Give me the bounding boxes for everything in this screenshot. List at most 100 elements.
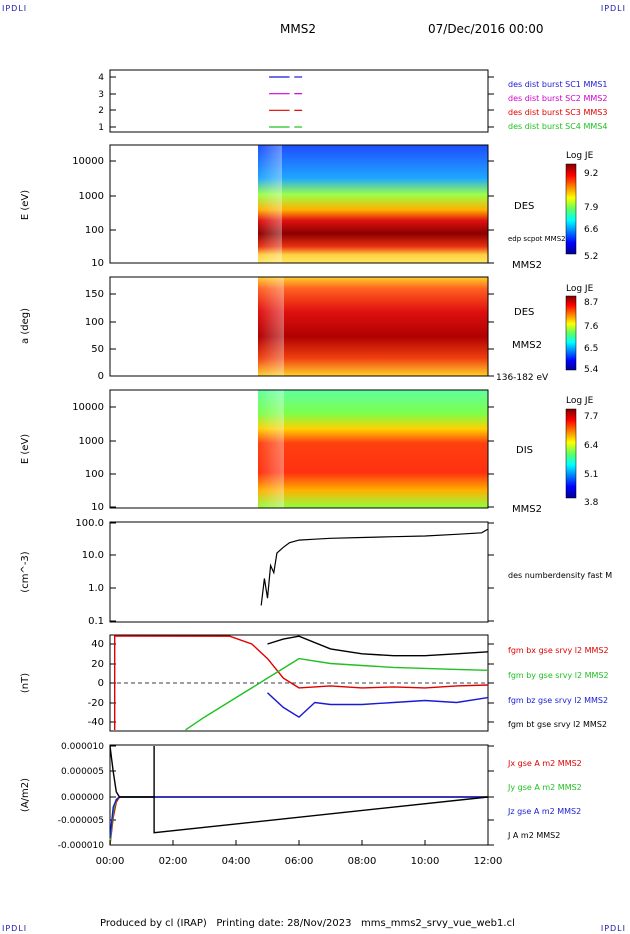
current-legend-j: J A m2 MMS2 bbox=[507, 831, 560, 840]
des-pa-ytick-label: 50 bbox=[91, 344, 104, 355]
corner-label-bottom-left: IPDLI bbox=[2, 924, 28, 933]
time-axis: 00:00 02:00 04:00 06:00 08:00 10:00 12:00 bbox=[96, 840, 502, 867]
corner-label-bottom-right: IPDLI bbox=[600, 924, 626, 933]
des-energy-cbar-tick-max: 9.2 bbox=[584, 169, 598, 179]
des-energy-colorbar: Log JE 9.2 7.9 6.6 5.2 bbox=[565, 151, 599, 262]
des-pa-cbar-tick-2: 7.6 bbox=[584, 322, 599, 332]
des-pa-ylabel: a (deg) bbox=[20, 308, 31, 344]
current-series-line bbox=[109, 796, 488, 838]
fgm-legend-bx: fgm bx gse srvy l2 MMS2 bbox=[508, 646, 609, 655]
des-energy-label: DES bbox=[514, 201, 534, 212]
panel-des-energy: E (eV) DES edp scpot MMS2 MMS2 10000 1000… bbox=[20, 144, 599, 271]
panel-burst-frame bbox=[109, 69, 489, 133]
burst-legend-1: des dist burst SC1 MMS1 bbox=[508, 80, 607, 89]
plot-datetime: 07/Dec/2016 00:00 bbox=[428, 22, 544, 36]
fgm-series-line bbox=[114, 635, 489, 730]
fgm-ytick-label: -40 bbox=[88, 717, 104, 728]
dis-energy-ytick-label: 100 bbox=[85, 469, 104, 480]
des-energy-ytick-label: 10 bbox=[91, 258, 104, 269]
panel-burst: 4 3 2 1 des dist burst SC1 MMS1 des dist bu… bbox=[98, 69, 607, 133]
dis-energy-cbar-title: Log JE bbox=[566, 396, 594, 406]
density-ytick-label: 10.0 bbox=[82, 550, 104, 561]
fgm-ylabel: (nT) bbox=[20, 673, 31, 693]
des-pa-cbar-scale bbox=[565, 295, 577, 371]
des-pa-sc-label: MMS2 bbox=[512, 340, 542, 351]
panel-des-pa-frame bbox=[109, 276, 489, 377]
dis-energy-cbar-tick-min: 3.8 bbox=[584, 498, 599, 508]
panel-dis-energy-frame bbox=[109, 389, 489, 509]
panel-dis-energy: E (eV) DIS MMS2 10000 1000 100 10 Log JE 7.… bbox=[20, 389, 599, 515]
time-axis-tick-label: 04:00 bbox=[222, 856, 251, 867]
des-pa-cbar-tick-min: 5.4 bbox=[584, 365, 599, 375]
des-energy-cbar-title: Log JE bbox=[566, 151, 594, 161]
panel-density-frame bbox=[109, 521, 489, 623]
fgm-ytick-label: 0 bbox=[98, 678, 104, 689]
des-pa-colorbar: Log JE 8.7 7.6 6.5 5.4 bbox=[565, 284, 599, 375]
current-legend-jy: Jy gse A m2 MMS2 bbox=[507, 783, 582, 792]
dis-energy-ylabel: E (eV) bbox=[20, 434, 31, 464]
des-pa-spectrogram bbox=[258, 277, 488, 376]
corner-label-top-left: IPDLI bbox=[2, 4, 28, 13]
des-pa-ytick-label: 150 bbox=[85, 289, 104, 300]
des-energy-ytick-label: 1000 bbox=[79, 191, 104, 202]
density-ytick-label: 0.1 bbox=[88, 616, 104, 627]
current-series-line bbox=[109, 796, 488, 843]
dis-energy-spectrogram bbox=[258, 390, 488, 508]
dis-energy-label: DIS bbox=[516, 445, 533, 456]
dis-energy-cbar-tick-3: 5.1 bbox=[584, 470, 598, 480]
fgm-ytick-label: 20 bbox=[91, 659, 104, 670]
current-legend-jx: Jx gse A m2 MMS2 bbox=[507, 759, 582, 768]
fgm-ytick-label: 40 bbox=[91, 639, 104, 650]
fgm-series-line bbox=[267, 635, 489, 657]
burst-legend-2: des dist burst SC2 MMS2 bbox=[508, 94, 607, 103]
burst-ytick-label: 1 bbox=[98, 123, 104, 133]
dis-energy-colorbar: Log JE 7.7 6.4 5.1 3.8 bbox=[565, 396, 599, 508]
time-axis-tick-label: 08:00 bbox=[348, 856, 377, 867]
des-pa-onset bbox=[258, 277, 284, 376]
current-series-line bbox=[109, 745, 489, 834]
burst-ytick-label: 2 bbox=[98, 106, 104, 116]
des-energy-line-label: edp scpot MMS2 bbox=[508, 235, 566, 243]
des-pa-cbar-title: Log JE bbox=[566, 284, 594, 294]
burst-legend-3: des dist burst SC3 MMS3 bbox=[508, 108, 607, 117]
des-pa-ytick-label: 100 bbox=[85, 317, 104, 328]
current-ytick-label: 0.000005 bbox=[61, 767, 104, 777]
time-axis-tick-label: 10:00 bbox=[411, 856, 440, 867]
dis-energy-cbar-tick-max: 7.7 bbox=[584, 412, 598, 422]
dis-energy-cbar-tick-2: 6.4 bbox=[584, 441, 599, 451]
fgm-series-line bbox=[185, 657, 489, 731]
burst-ytick-label: 3 bbox=[98, 90, 104, 100]
dis-energy-ytick-label: 1000 bbox=[79, 436, 104, 447]
current-ytick-label: 0.000010 bbox=[61, 742, 104, 752]
panel-des-energy-frame bbox=[109, 144, 489, 264]
fgm-legend-bt: fgm bt gse srvy l2 MMS2 bbox=[508, 720, 607, 729]
des-energy-ylabel: E (eV) bbox=[20, 190, 31, 220]
fgm-legend-by: fgm by gse srvy l2 MMS2 bbox=[508, 671, 609, 680]
time-axis-tick-label: 02:00 bbox=[159, 856, 188, 867]
des-energy-onset bbox=[258, 145, 282, 263]
current-ylabel: (A/m2) bbox=[20, 778, 31, 812]
panel-current: (A/m2) Jx gse A m2 MMS2 Jy gse A m2 MMS2… bbox=[20, 742, 582, 851]
fgm-ytick-label: -20 bbox=[88, 698, 104, 709]
des-pa-ytick-label: 0 bbox=[98, 371, 104, 382]
corner-label-top-right: IPDLI bbox=[600, 4, 626, 13]
footer-credit: Produced by cl (IRAP) Printing date: 28/… bbox=[100, 918, 515, 929]
des-energy-sc-label: MMS2 bbox=[512, 260, 542, 271]
panel-current-frame bbox=[109, 744, 489, 846]
density-series-line bbox=[260, 528, 489, 606]
plot-title: MMS2 bbox=[280, 22, 316, 36]
des-energy-cbar-tick-3: 6.6 bbox=[584, 225, 599, 235]
des-pa-cbar-tick-3: 6.5 bbox=[584, 344, 598, 354]
panel-fgm: (nT) fgm bx gse srvy l2 MMS2 fgm by gse … bbox=[20, 634, 609, 732]
des-energy-cbar-tick-min: 5.2 bbox=[584, 252, 598, 262]
density-ylabel: (cm^-3) bbox=[20, 551, 31, 592]
current-ytick-label: 0.000000 bbox=[61, 793, 104, 803]
des-energy-cbar-tick-2: 7.9 bbox=[584, 203, 599, 213]
burst-ytick-label: 4 bbox=[98, 73, 104, 83]
current-ytick-label: -0.000010 bbox=[58, 841, 104, 851]
des-energy-ytick-label: 10000 bbox=[72, 156, 104, 167]
des-pa-cbar-tick-max: 8.7 bbox=[584, 298, 598, 308]
fgm-legend-bz: fgm bz gse srvy l2 MMS2 bbox=[508, 696, 608, 705]
current-ytick-label: -0.000005 bbox=[58, 816, 104, 826]
